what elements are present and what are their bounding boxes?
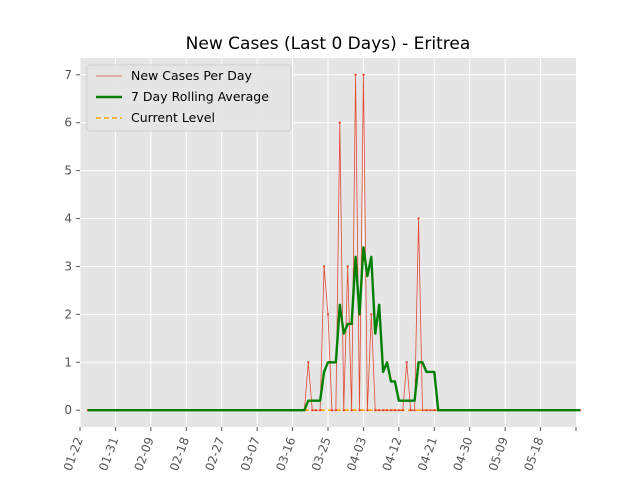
x-tick-label: 02-27 [202, 435, 227, 473]
y-tick-label: 7 [64, 68, 72, 82]
y-tick-label: 4 [64, 212, 72, 226]
x-tick-label: 01-31 [96, 435, 121, 473]
x-tick-label: 05-18 [521, 435, 546, 473]
data-point-new-cases [314, 409, 318, 412]
legend-label-rolling-average: 7 Day Rolling Average [131, 89, 269, 104]
legend-label-new-cases: New Cases Per Day [131, 68, 252, 83]
x-tick-label: 04-03 [344, 435, 369, 473]
x-tick-label: 02-09 [132, 435, 157, 473]
data-point-new-cases [346, 265, 349, 268]
data-point-new-cases [381, 409, 385, 412]
series-layer [86, 73, 582, 412]
y-tick-label: 3 [64, 259, 72, 273]
series-line-rolling-average [87, 246, 580, 412]
legend-label-current-level: Current Level [131, 110, 215, 125]
data-point-new-cases [417, 217, 420, 220]
data-point-new-cases [433, 409, 436, 412]
data-point-new-cases [421, 409, 424, 412]
x-tick-label: 04-21 [415, 435, 440, 473]
x-tick-label: 03-16 [273, 435, 298, 473]
x-tick-label: 02-18 [167, 435, 192, 473]
data-point-new-cases [425, 409, 428, 412]
data-point-new-cases [377, 409, 381, 412]
data-point-new-cases [374, 409, 377, 412]
data-point-new-cases [393, 409, 397, 412]
x-tick-label: 03-07 [238, 435, 263, 473]
data-point-new-cases [330, 409, 334, 412]
x-tick-label: 05-09 [486, 435, 511, 473]
chart-title: New Cases (Last 0 Days) - Eritrea [186, 34, 471, 54]
data-point-new-cases [311, 409, 314, 412]
x-tick-label: 01-22 [61, 435, 86, 473]
data-point-new-cases [397, 409, 401, 412]
data-point-new-cases [362, 73, 365, 76]
data-point-new-cases [334, 409, 338, 412]
data-point-new-cases [385, 409, 389, 412]
x-tick-label: 04-12 [380, 435, 405, 473]
y-tick-label: 0 [64, 403, 72, 417]
data-point-new-cases [370, 313, 373, 316]
data-point-new-cases [405, 361, 408, 364]
data-point-new-cases [350, 409, 353, 412]
data-point-new-cases [342, 409, 345, 412]
x-tick-label: 03-25 [309, 435, 334, 473]
legend: New Cases Per Day 7 Day Rolling Average … [86, 64, 292, 132]
y-tick-label: 2 [64, 307, 72, 321]
data-point-new-cases [429, 409, 432, 412]
data-point-new-cases [307, 361, 310, 364]
y-tick-label: 5 [64, 164, 72, 178]
y-tick-label: 6 [64, 116, 72, 130]
data-point-new-cases [366, 409, 369, 412]
data-point-new-cases [358, 409, 361, 412]
data-point-new-cases [409, 409, 412, 412]
data-point-new-cases [389, 409, 393, 412]
legend-box [86, 64, 292, 132]
x-tick-label: 04-30 [450, 435, 475, 473]
data-point-new-cases [354, 73, 357, 76]
data-point-new-cases [322, 265, 326, 268]
data-point-new-cases [326, 313, 330, 316]
data-point-new-cases [413, 409, 416, 412]
data-point-new-cases [338, 121, 342, 124]
y-tick-label: 1 [64, 355, 72, 369]
data-point-new-cases [401, 409, 404, 412]
data-point-new-cases [318, 409, 322, 412]
